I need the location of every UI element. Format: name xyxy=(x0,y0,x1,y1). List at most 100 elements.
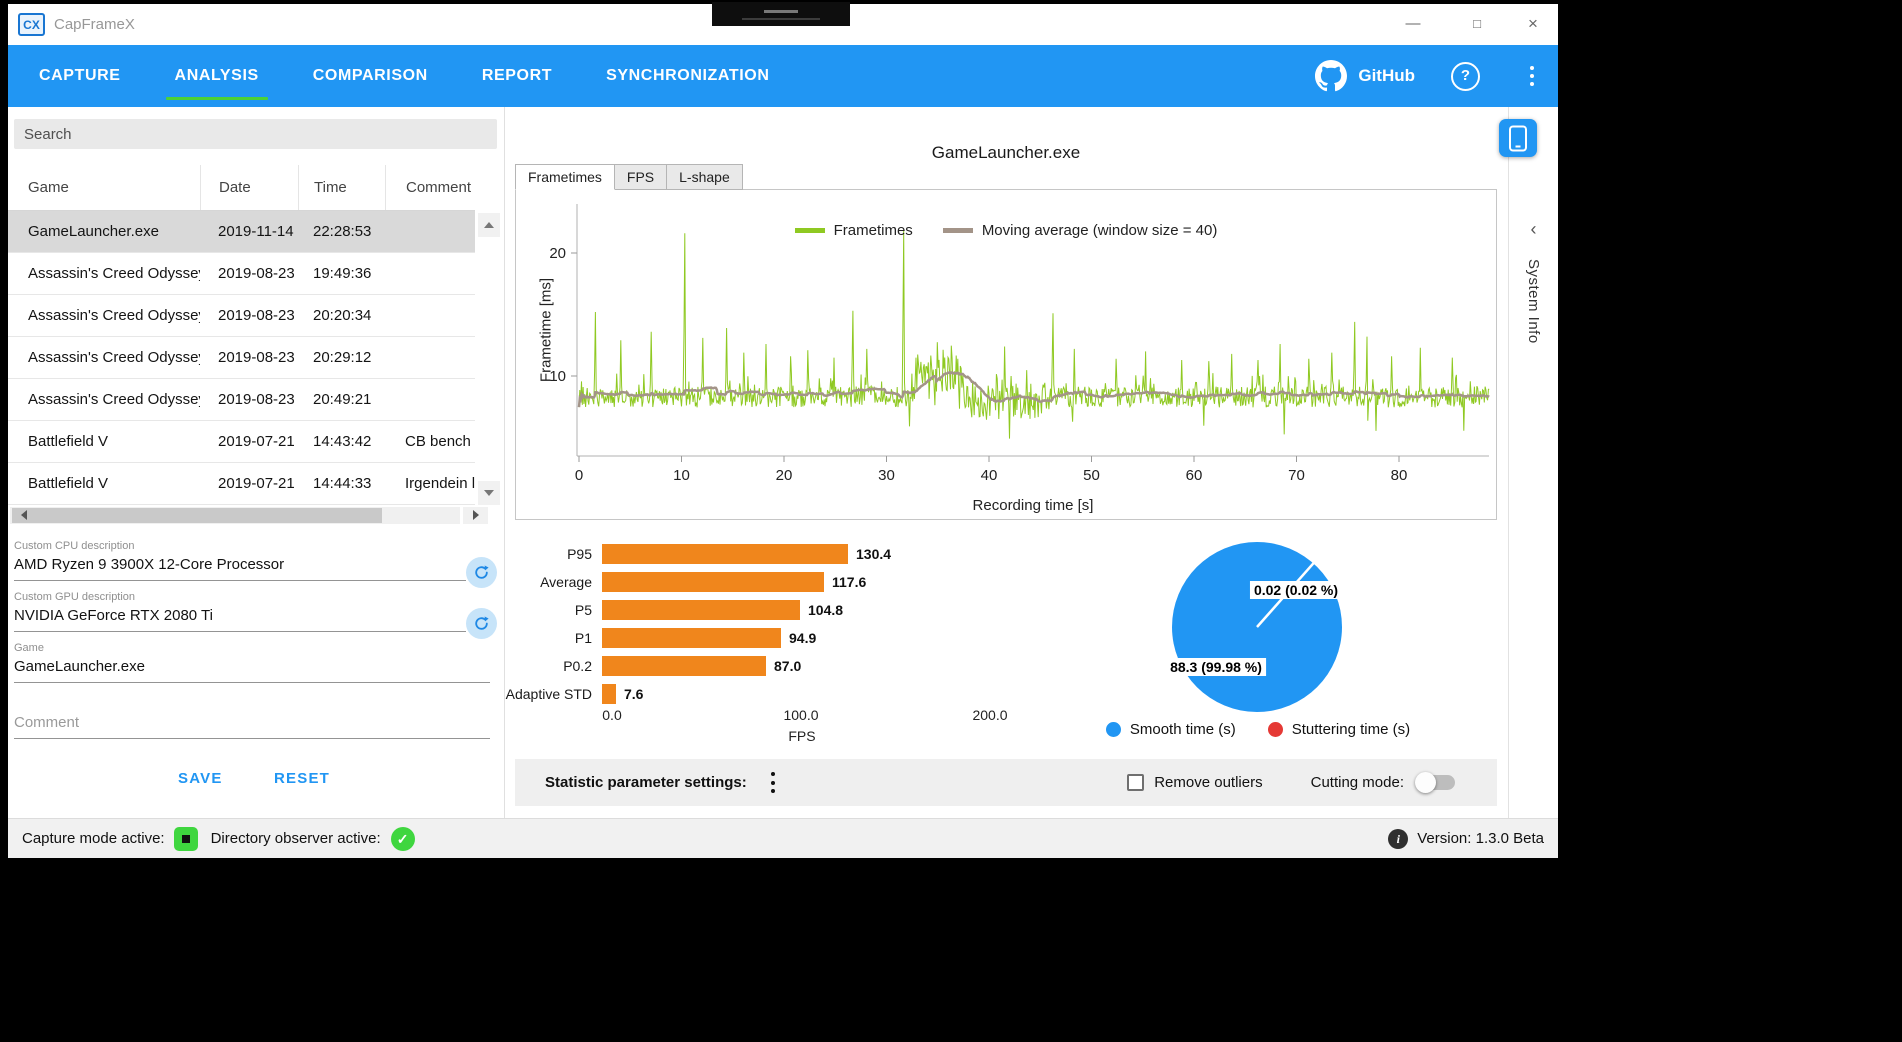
statusbar-right: i Version: 1.3.0 Beta xyxy=(1388,828,1544,849)
gpu-description-input[interactable] xyxy=(14,607,466,632)
bar-fill xyxy=(602,656,766,676)
bar-axis-tick: 200.0 xyxy=(972,707,1008,723)
close-button[interactable]: × xyxy=(1528,14,1538,33)
nav-item-report[interactable]: REPORT xyxy=(481,67,553,84)
scroll-left-button[interactable] xyxy=(14,507,34,524)
navbar-right: GitHub ? xyxy=(1315,45,1542,107)
info-icon[interactable]: i xyxy=(1388,828,1409,849)
nav-item-analysis[interactable]: ANALYSIS xyxy=(148,45,286,107)
pie-svg xyxy=(1172,542,1342,712)
svg-text:20: 20 xyxy=(549,245,566,262)
table-row[interactable]: Battlefield V 2019-07-21 14:44:33 Irgendein… xyxy=(8,463,475,505)
cell-comment: Irgendein la xyxy=(405,475,475,492)
settings-bar: Statistic parameter settings: Remove out… xyxy=(515,759,1497,806)
svg-text:0: 0 xyxy=(575,467,583,484)
cell-date: 2019-07-21 xyxy=(218,433,295,450)
pie-legend-smooth: Smooth time (s) xyxy=(1105,721,1236,738)
frametime-chart: Frametimes Moving average (window size =… xyxy=(515,189,1497,520)
bar-row-average: Average 117.6 xyxy=(505,568,1145,596)
chart-legend: Frametimes Moving average (window size =… xyxy=(516,222,1496,239)
smartphone-icon xyxy=(1509,125,1527,151)
pie-legend-dot-stuttering xyxy=(1267,722,1283,737)
reset-button[interactable]: RESET xyxy=(274,770,331,787)
scroll-up-button[interactable] xyxy=(478,213,500,237)
cell-time: 14:43:42 xyxy=(313,433,372,450)
tab-fps[interactable]: FPS xyxy=(614,164,668,190)
cell-game: Assassin's Creed Odyssey xyxy=(28,349,200,366)
svg-text:60: 60 xyxy=(1186,467,1203,484)
options-menu-button[interactable] xyxy=(1522,63,1542,88)
cell-time: 22:28:53 xyxy=(313,223,372,240)
bar-value-label: 104.8 xyxy=(808,602,844,618)
scroll-right-button[interactable] xyxy=(463,507,488,524)
legend-swatch-1 xyxy=(942,228,973,233)
cell-date: 2019-08-23 xyxy=(218,391,295,408)
bar-category-label: P0.2 xyxy=(563,658,592,674)
save-button[interactable]: SAVE xyxy=(178,770,223,787)
github-label: GitHub xyxy=(1358,66,1415,85)
table-row[interactable]: GameLauncher.exe 2019-11-14 22:28:53 xyxy=(8,211,475,253)
bar-category-label: P1 xyxy=(574,630,592,646)
svg-text:50: 50 xyxy=(1083,467,1100,484)
scroll-down-button[interactable] xyxy=(478,481,500,505)
search-input[interactable] xyxy=(14,119,497,149)
tab-l-shape[interactable]: L-shape xyxy=(667,164,743,190)
bar-axis-tick: 100.0 xyxy=(783,707,819,723)
analysis-main: GameLauncher.exe Frametimes FPS L-shape … xyxy=(505,107,1508,818)
table-row[interactable]: Assassin's Creed Odyssey 2019-08-23 19:49:… xyxy=(8,253,475,295)
nav-item-synchronization[interactable]: SYNCHRONIZATION xyxy=(606,67,770,84)
comment-input[interactable] xyxy=(14,714,490,739)
main-navbar: CAPTURE ANALYSIS COMPARISON REPORT SYNCHRONI… xyxy=(8,45,1558,107)
table-row[interactable]: Assassin's Creed Odyssey 2019-08-23 20:49:… xyxy=(8,379,475,421)
cell-game: Battlefield V xyxy=(28,475,109,492)
gpu-reset-button[interactable] xyxy=(466,608,497,639)
cell-date: 2019-08-23 xyxy=(218,307,295,324)
game-name-label: Game xyxy=(14,642,44,654)
cpu-reset-button[interactable] xyxy=(466,557,497,588)
help-button[interactable]: ? xyxy=(1451,61,1480,91)
scrollbar-thumb[interactable] xyxy=(12,508,382,523)
table-row[interactable]: Assassin's Creed Odyssey 2019-08-23 20:29:… xyxy=(8,337,475,379)
game-name-input[interactable] xyxy=(14,658,490,683)
cpu-description-input[interactable] xyxy=(14,556,466,581)
column-header-date[interactable]: Date xyxy=(200,165,298,210)
svg-text:80: 80 xyxy=(1391,467,1408,484)
chart-tabs: Frametimes FPS L-shape xyxy=(515,164,743,190)
svg-text:30: 30 xyxy=(878,467,895,484)
bar-category-label: Average xyxy=(540,574,592,590)
cell-time: 14:44:33 xyxy=(313,475,372,492)
pie-legend-stuttering: Stuttering time (s) xyxy=(1267,721,1410,738)
pie-legend-label-smooth: Smooth time (s) xyxy=(1129,721,1236,738)
nav-item-capture[interactable]: CAPTURE xyxy=(39,67,121,84)
nav-items: CAPTURE ANALYSIS COMPARISON REPORT SYNCHRONI… xyxy=(12,45,796,107)
app-logo-icon: CX xyxy=(18,13,45,36)
remote-app-button[interactable] xyxy=(1499,119,1537,157)
tab-frametimes[interactable]: Frametimes xyxy=(515,164,615,190)
nav-item-comparison[interactable]: COMPARISON xyxy=(312,67,428,84)
column-header-time[interactable]: Time xyxy=(298,165,385,210)
record-title: GameLauncher.exe xyxy=(931,143,1081,162)
cell-time: 20:20:34 xyxy=(313,307,372,324)
github-link[interactable]: GitHub xyxy=(1315,60,1415,92)
column-header-game[interactable]: Game xyxy=(28,179,69,196)
table-row[interactable]: Assassin's Creed Odyssey 2019-08-23 20:20:… xyxy=(8,295,475,337)
bar-value-label: 94.9 xyxy=(789,630,817,646)
screen-overlay-bar xyxy=(712,2,850,26)
table-row[interactable]: Battlefield V 2019-07-21 14:43:42 CB bench … xyxy=(8,421,475,463)
session-table-rows: GameLauncher.exe 2019-11-14 22:28:53 Assass… xyxy=(8,211,475,505)
comment-field xyxy=(14,710,490,739)
cutting-mode-toggle[interactable] xyxy=(1415,772,1455,793)
toggle-knob xyxy=(1415,772,1436,793)
cell-date: 2019-07-21 xyxy=(218,475,295,492)
maximize-button[interactable]: □ xyxy=(1473,16,1481,31)
remove-outliers-checkbox[interactable] xyxy=(1127,774,1145,791)
system-info-label[interactable]: System Info xyxy=(1525,259,1542,344)
pie-legend: Smooth time (s) Stuttering time (s) xyxy=(1053,721,1463,738)
bar-fill xyxy=(602,684,616,704)
search-box xyxy=(14,119,497,149)
column-header-comment[interactable]: Comment xyxy=(385,165,475,210)
expand-chevron-icon[interactable]: ‹ xyxy=(1530,219,1537,239)
minimize-button[interactable]: — xyxy=(1405,15,1421,32)
statistic-settings-menu-button[interactable] xyxy=(763,770,783,795)
